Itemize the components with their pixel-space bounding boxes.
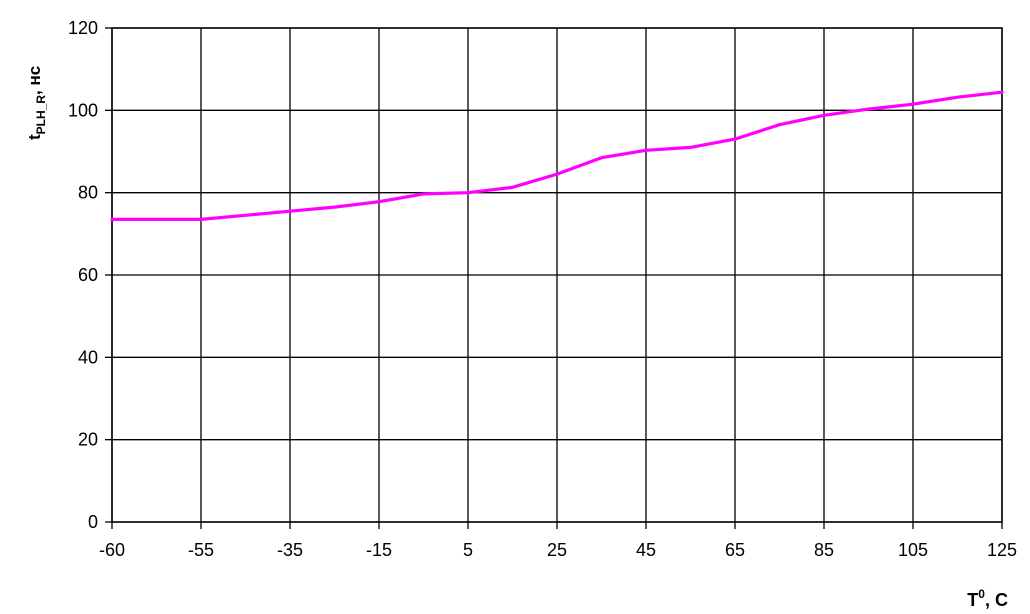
x-tick-label: 125 [987, 540, 1017, 560]
x-axis-title: T0, C [967, 587, 1008, 610]
y-tick-label: 120 [68, 18, 98, 38]
y-axis-title-unit: , нс [25, 66, 44, 95]
y-tick-labels: 0 20 40 60 80 100 120 [68, 18, 98, 532]
x-axis-title-sup: 0 [978, 587, 985, 601]
y-tick-label: 60 [78, 265, 98, 285]
plot-frame [111, 27, 1003, 523]
x-tick-label: -35 [277, 540, 303, 560]
x-tick-label: -55 [188, 540, 214, 560]
series-line [110, 90, 1004, 221]
x-tick-label: 105 [898, 540, 928, 560]
x-tick-labels: -60 -55 -35 -15 5 25 45 65 85 105 125 [99, 540, 1017, 560]
x-axis-title-unit: , C [985, 590, 1008, 610]
x-tick-label: 65 [725, 540, 745, 560]
x-tick-label: 45 [636, 540, 656, 560]
grid-lines [105, 27, 1003, 529]
y-tick-label: 0 [88, 512, 98, 532]
y-tick-label: 100 [68, 100, 98, 120]
x-tick-label: -15 [366, 540, 392, 560]
y-axis-title: tPLH_R, нс [25, 66, 48, 140]
y-axis-title-main: t [25, 134, 44, 140]
series-layer [110, 90, 1004, 221]
y-tick-label: 80 [78, 183, 98, 203]
x-tick-label: -60 [99, 540, 125, 560]
y-tick-label: 40 [78, 347, 98, 367]
y-axis-title-sub: PLH_R [34, 95, 48, 135]
x-tick-label: 25 [547, 540, 567, 560]
y-tick-label: 20 [78, 430, 98, 450]
x-axis-title-main: T [967, 590, 978, 610]
x-tick-label: 85 [814, 540, 834, 560]
x-tick-label: 5 [463, 540, 473, 560]
